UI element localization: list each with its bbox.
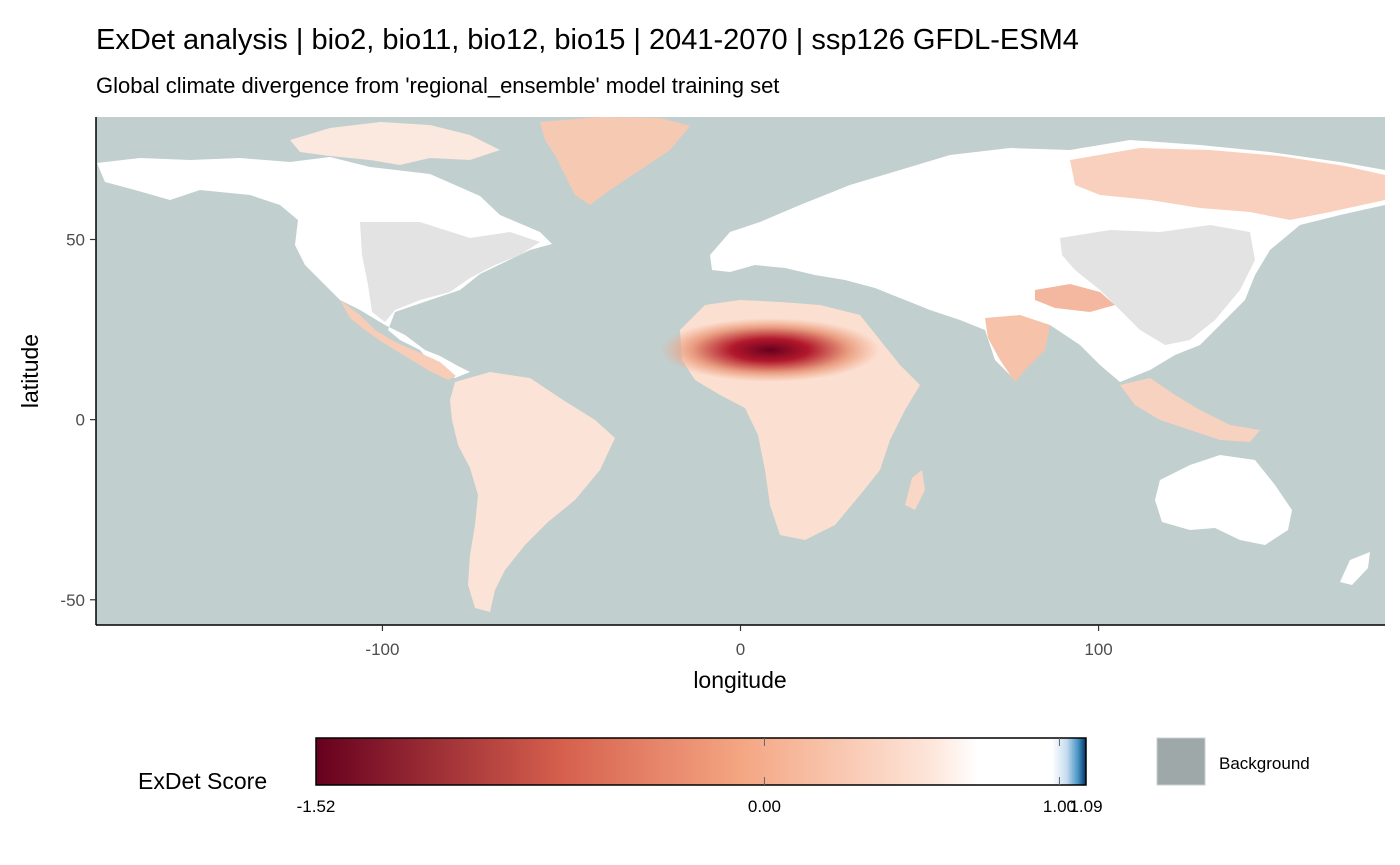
background-label: Background (1219, 754, 1310, 773)
tibet-divergence (1035, 284, 1115, 312)
y-tick-label: 50 (66, 230, 85, 249)
colorbar-breaks: -1.52 0.00 1.001.09 (297, 738, 1103, 816)
x-tick-label: 0 (736, 640, 745, 659)
greenland (540, 117, 690, 205)
sahara-hotspot (660, 318, 880, 382)
central-america (340, 300, 456, 380)
north-america (97, 157, 552, 378)
colorbar-legend: ExDet Score -1.52 0.00 1.001.09 (138, 737, 1103, 816)
background-key: Background (1156, 737, 1310, 786)
arctic-islands (290, 122, 500, 165)
chart-subtitle: Global climate divergence from 'regional… (96, 73, 780, 98)
land-layer (97, 117, 1385, 612)
australia (1155, 455, 1292, 545)
new-zealand (1340, 552, 1370, 585)
colorbar-break-label: 1.00 (1043, 797, 1076, 816)
colorbar-break-label: -1.52 (297, 797, 336, 816)
x-axis-ticks: -100 0 100 (365, 625, 1113, 659)
x-tick-label: -100 (365, 640, 399, 659)
x-tick-label: 100 (1084, 640, 1112, 659)
madagascar (905, 470, 925, 510)
south-america (450, 372, 615, 612)
chart-title: ExDet analysis | bio2, bio11, bio12, bio… (96, 24, 1079, 56)
y-axis-title: latitude (17, 334, 43, 408)
colorbar (315, 737, 1087, 786)
siberia-divergence (1070, 148, 1385, 220)
y-axis-ticks: -50 0 50 (60, 230, 96, 610)
x-axis-title: longitude (693, 667, 786, 693)
colorbar-break-label: 0.00 (748, 797, 781, 816)
y-tick-label: 0 (76, 411, 85, 430)
asia-training-region (1060, 225, 1255, 345)
background-swatch (1156, 737, 1206, 786)
us-training-region (360, 222, 540, 322)
y-tick-label: -50 (60, 591, 85, 610)
india-divergence (985, 315, 1050, 382)
southeast-asia (1120, 378, 1260, 442)
colorbar-break-label: 1.09 (1069, 797, 1102, 816)
legend-title: ExDet Score (138, 768, 267, 794)
